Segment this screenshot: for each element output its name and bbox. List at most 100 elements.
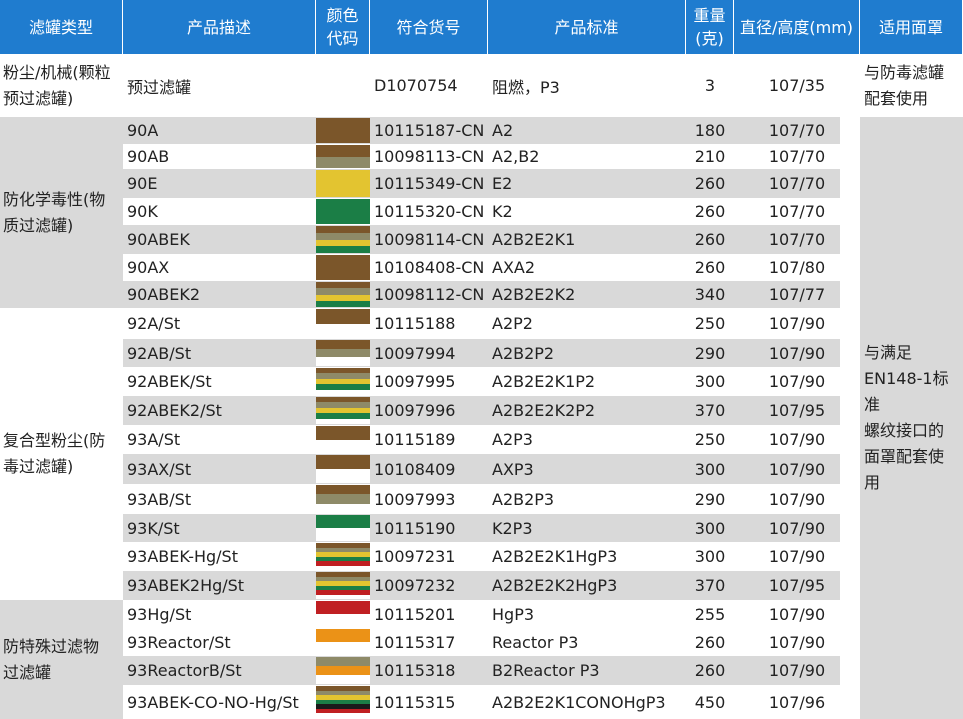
color-band-a-brown (316, 282, 370, 289)
row-part-number: 10097231 (374, 547, 456, 566)
row-part-number: 10098114-CN (374, 230, 485, 249)
color-band-p-white (316, 713, 370, 718)
row-part-number: 10115201 (374, 604, 456, 624)
row-dimension: 107/70 (768, 230, 826, 249)
color-band-k-green (316, 413, 370, 419)
row-part-number: 10098112-CN (374, 285, 485, 304)
color-band-b-grey (316, 156, 370, 168)
color-band-p-white (316, 439, 370, 453)
row-product-desc: 93ABEK-Hg/St (127, 547, 238, 566)
color-code-swatch (316, 282, 370, 307)
color-code-swatch (316, 340, 370, 366)
color-band-a-brown (316, 309, 370, 324)
row-part-number: 10097995 (374, 372, 456, 391)
header-col-color-code-text: 颜色 代码 (326, 6, 359, 48)
color-band-reactor-orange (316, 666, 370, 675)
row-weight: 290 (694, 489, 726, 509)
color-code-swatch (316, 543, 370, 570)
row-stripe (123, 117, 840, 144)
row-part-number: 10098113-CN (374, 147, 485, 166)
header-col-part-number-text: 符合货号 (396, 17, 461, 37)
color-band-e-yellow (316, 378, 370, 385)
group-special-filter: 防特殊过滤物 过滤罐 (0, 600, 123, 719)
row-dimension: 107/96 (768, 692, 826, 712)
color-band-e-yellow (316, 170, 370, 197)
group-combined-filter: 复合型粉尘(防 毒过滤罐) (0, 308, 123, 600)
color-band-p-white (316, 469, 370, 483)
row-weight: 450 (694, 692, 726, 712)
row-product-standard: AXA2 (492, 258, 536, 277)
row-dimension: 107/70 (768, 147, 826, 166)
row-product-standard: AXP3 (492, 459, 534, 479)
color-code-swatch (316, 255, 370, 280)
color-band-b-grey (316, 232, 370, 240)
usage-en148-mask: 与满足 EN148-1标 准 螺纹接口的 面罩配套使 用 (860, 117, 963, 719)
row-weight: 300 (694, 518, 726, 538)
row-dimension: 107/70 (768, 174, 826, 193)
color-band-k-green (316, 300, 370, 307)
row-stripe (123, 571, 840, 600)
row-product-standard: A2B2E2K1CONOHgP3 (492, 692, 666, 712)
color-band-k-green (316, 246, 370, 253)
header-col-product-desc: 产品描述 (123, 0, 316, 54)
row-product-standard: A2B2E2K1 (492, 230, 576, 249)
color-code-swatch (316, 118, 370, 143)
row-part-number: 10115187-CN (374, 121, 485, 140)
row-weight: 250 (694, 430, 726, 449)
color-band-k-green (316, 384, 370, 390)
row-stripe (123, 281, 840, 308)
color-band-a-brown (316, 455, 370, 469)
row-product-desc: 92A/St (127, 314, 181, 333)
row-product-standard: 阻燃，P3 (492, 77, 560, 97)
row-stripe (123, 454, 840, 484)
row-dimension: 107/90 (768, 489, 826, 509)
row-product-standard: K2 (492, 202, 513, 221)
color-band-hg-red (316, 708, 370, 714)
header-col-product-std-text: 产品标准 (554, 17, 619, 37)
row-dimension: 107/95 (768, 401, 826, 420)
row-weight: 290 (694, 343, 726, 363)
row-dimension: 107/90 (768, 632, 826, 652)
color-band-k-green (316, 199, 370, 224)
row-dimension: 107/77 (768, 285, 826, 304)
color-code-swatch (316, 455, 370, 483)
color-band-p-white (316, 642, 370, 655)
row-dimension: 107/90 (768, 459, 826, 479)
color-band-a-brown (316, 543, 370, 548)
header-col-filter-type-text: 滤罐类型 (28, 17, 93, 37)
usage-gas-filter-text: 与防毒滤罐 配套使用 (864, 62, 945, 108)
row-product-standard: A2B2P3 (492, 489, 555, 509)
color-band-b-grey (316, 348, 370, 358)
row-part-number: D1070754 (374, 76, 458, 95)
row-weight: 260 (694, 632, 726, 652)
header-col-weight: 重量 (克) (686, 0, 734, 54)
row-weight: 260 (694, 230, 726, 249)
row-product-desc: 93Reactor/St (127, 632, 231, 652)
row-weight: 255 (694, 604, 726, 624)
group-particulate-prefilter: 粉尘/机械(颗粒 预过滤罐) (0, 54, 123, 117)
header-col-mask: 适用面罩 (860, 0, 963, 54)
row-product-standard: B2Reactor P3 (492, 661, 600, 680)
color-band-e-yellow (316, 239, 370, 247)
color-band-hg-red (316, 601, 370, 614)
color-band-p-white (316, 594, 370, 599)
color-band-p-white (316, 614, 370, 627)
color-band-hg-red (316, 590, 370, 595)
header-col-weight-text: 重量 (克) (693, 6, 726, 48)
row-dimension: 107/70 (768, 121, 826, 140)
row-product-desc: 93ABEK2Hg/St (127, 576, 245, 595)
row-product-desc: 90A (127, 121, 159, 140)
row-weight: 340 (694, 285, 726, 304)
color-code-swatch (316, 657, 370, 684)
row-product-desc: 90AB (127, 147, 170, 166)
color-band-b-grey (316, 657, 370, 666)
row-part-number: 10097232 (374, 576, 456, 595)
group-particulate-prefilter-text: 粉尘/机械(颗粒 预过滤罐) (3, 62, 111, 108)
row-product-standard: A2B2E2K1P2 (492, 372, 596, 391)
row-stripe (123, 225, 840, 254)
header-col-color-code: 颜色 代码 (316, 0, 370, 54)
color-band-b-grey (316, 576, 370, 581)
header-col-part-number: 符合货号 (370, 0, 488, 54)
row-weight: 3 (704, 76, 716, 95)
color-band-p-white (316, 503, 370, 513)
